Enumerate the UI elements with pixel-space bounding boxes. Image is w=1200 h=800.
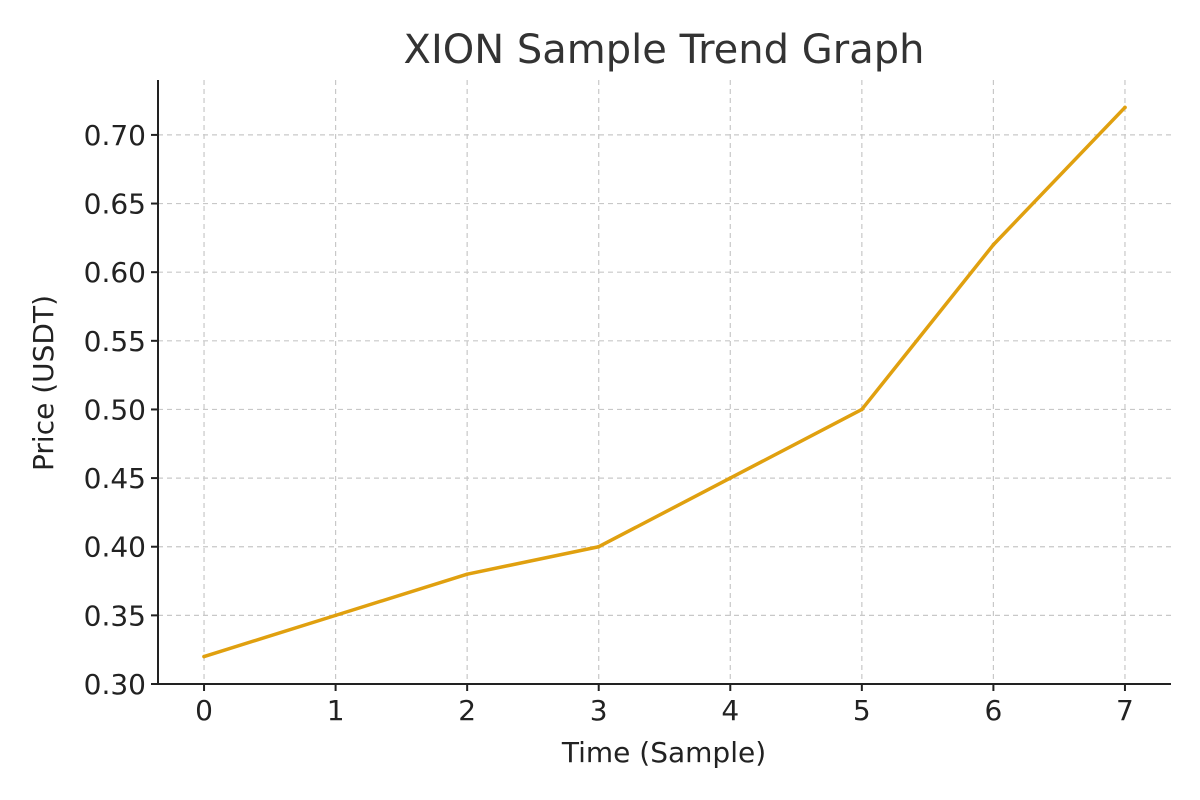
data-point [991,242,996,247]
grid [158,80,1171,685]
x-tick-label: 5 [853,694,871,727]
chart-title: XION Sample Trend Graph [404,27,925,73]
x-tick-label: 0 [195,694,213,727]
x-axis-label: Time (Sample) [561,736,766,769]
data-point [860,407,864,412]
y-tick-label: 0.70 [84,119,146,152]
y-tick-label: 0.40 [84,531,146,564]
y-axis-label: Price (USDT) [27,295,60,471]
axes [157,80,1171,685]
y-ticks: 0.30 0.35 0.40 0.45 0.50 0.55 0.60 0.65 0.70 [84,119,158,701]
y-tick-label: 0.65 [84,188,146,221]
x-tick-label: 7 [1116,694,1134,727]
data-point [202,654,206,659]
x-tick-label: 2 [458,694,476,727]
x-tick-label: 3 [590,694,608,727]
y-tick-label: 0.35 [84,599,146,632]
x-ticks: 0 1 2 3 4 5 6 7 [195,684,1134,727]
data-point [1123,105,1127,110]
y-tick-label: 0.60 [84,256,146,289]
data-point [596,544,601,549]
x-tick-label: 6 [984,694,1002,727]
series-group [202,105,1127,659]
data-point [333,613,338,618]
y-tick-label: 0.55 [84,325,146,358]
series-line [202,105,1127,659]
x-tick-label: 1 [327,694,345,727]
data-point [465,572,469,576]
y-tick-label: 0.50 [84,393,146,426]
y-tick-label: 0.30 [84,668,146,701]
y-tick-label: 0.45 [84,462,146,495]
x-tick-label: 4 [721,694,739,727]
data-point [728,476,733,480]
